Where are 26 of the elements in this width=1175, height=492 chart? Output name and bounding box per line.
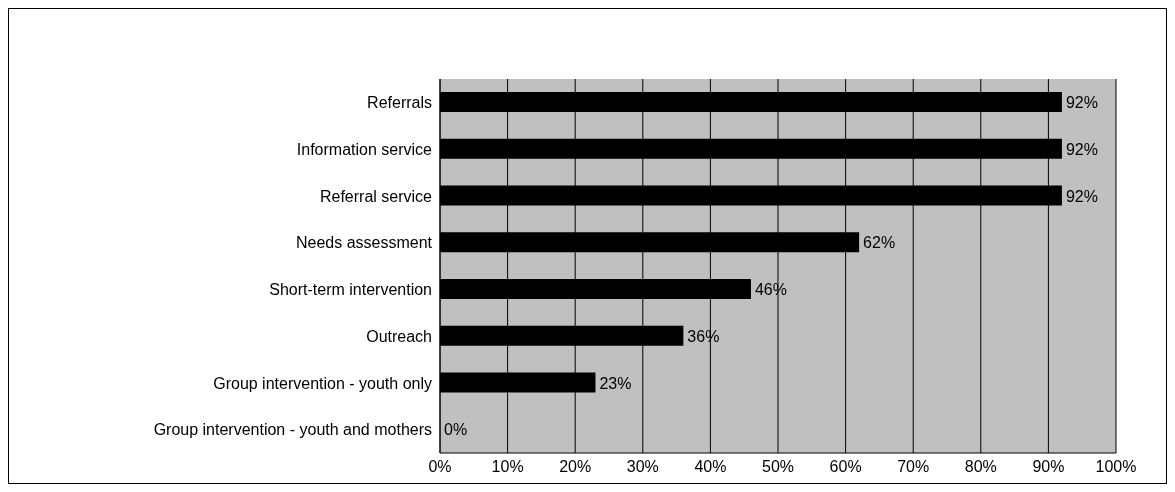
x-tick-label: 60% [829,458,862,476]
x-tick-label: 30% [626,458,659,476]
y-tick-label: Referral service [319,187,433,205]
y-tick-label: Short-term intervention [269,281,432,299]
data-label: 92% [1065,94,1098,112]
y-tick-label: Outreach [366,327,432,345]
x-tick-label: 40% [694,458,727,476]
y-tick-label: Group intervention - youth only [213,374,432,392]
y-tick-label: Information service [296,140,433,158]
x-tick-label: 0% [428,458,452,476]
data-label: 62% [863,234,896,252]
x-tick-label: 80% [964,458,997,476]
x-tick-label: 90% [1032,458,1065,476]
data-label: 0% [444,421,468,439]
data-label: 92% [1065,187,1098,205]
x-tick-label: 100% [1095,458,1137,476]
x-tick-label: 10% [491,458,524,476]
data-label: 92% [1065,140,1098,158]
data-label: 46% [754,281,787,299]
x-tick-label: 50% [761,458,795,476]
x-tick-label: 20% [559,458,592,476]
x-tick-label: 70% [897,458,930,476]
y-tick-label: Referrals [367,94,432,112]
data-label: 23% [599,374,632,392]
y-tick-label: Needs assessment [295,234,433,252]
y-tick-label: Group intervention - youth and mothers [153,421,432,439]
